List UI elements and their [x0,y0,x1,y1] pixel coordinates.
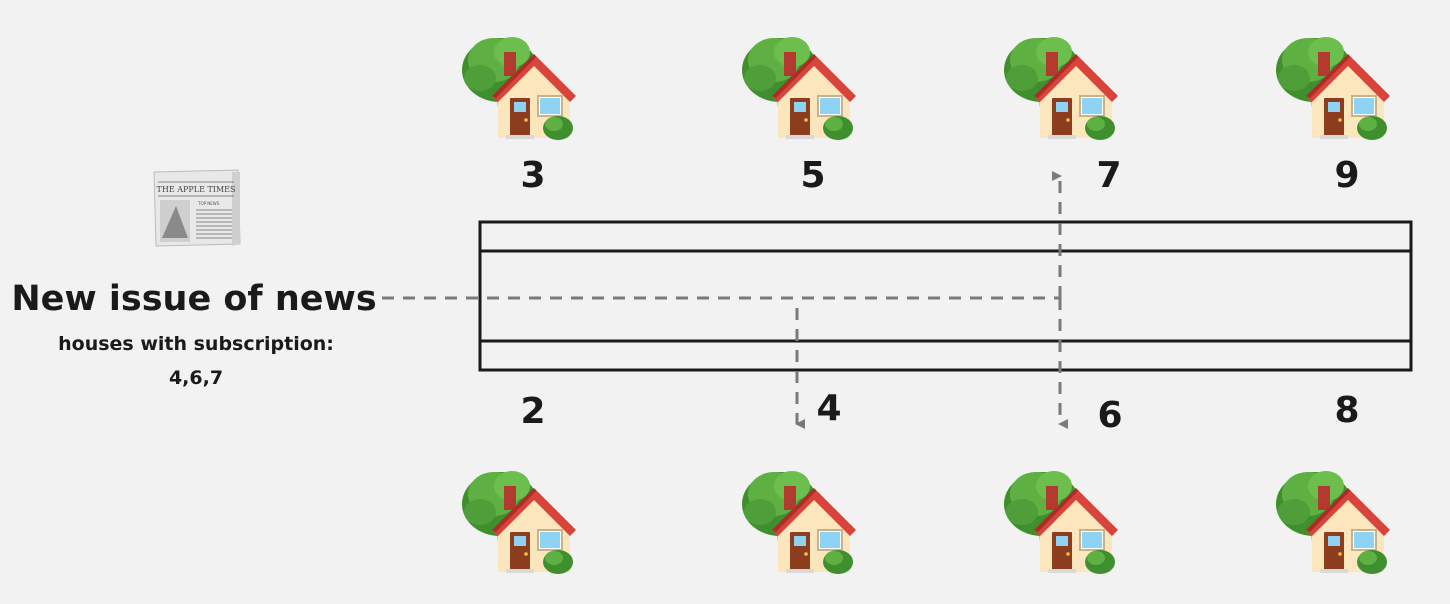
house-number-7: 7 [1096,155,1122,196]
house-number-2: 2 [520,391,546,432]
newspaper-icon: THE APPLE TIMES TOP NEWS [153,169,241,247]
newspaper-masthead: THE APPLE TIMES [157,185,236,194]
road [478,220,1413,372]
newspaper-headline: TOP NEWS [197,201,220,206]
house-icon-8 [1275,470,1391,575]
house-icon-6 [1003,470,1119,575]
subscription-label: houses with subscription: [58,333,334,355]
house-icon-9 [1275,36,1391,141]
house-icon-5 [741,36,857,141]
house-number-8: 8 [1334,390,1360,431]
house-number-4: 4 [816,388,842,429]
house-icon-4 [741,470,857,575]
house-icon-3 [461,36,577,141]
subscribed-houses: 4,6,7 [168,367,224,389]
house-number-5: 5 [800,155,826,196]
house-number-6: 6 [1097,395,1123,436]
news-issue-title: New issue of news [11,279,377,319]
house-number-9: 9 [1334,155,1360,196]
house-icon-2 [461,470,577,575]
delivery-route [382,171,1068,429]
house-icon-7 [1003,36,1119,141]
house-number-3: 3 [520,155,546,196]
